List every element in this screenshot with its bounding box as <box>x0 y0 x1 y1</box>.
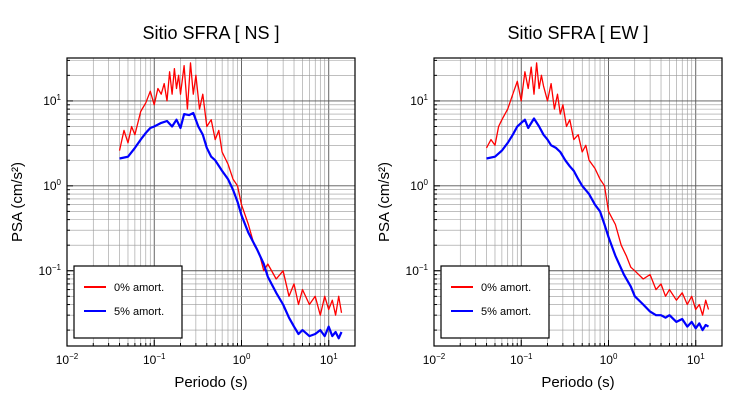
legend-label-0pct: 0% amort. <box>481 282 531 294</box>
x-tick-label: 10−1 <box>143 352 166 367</box>
chart-panel-ew: Sitio SFRA [ EW ] 10−2 10−1 100 101 10−1 100… <box>376 23 723 391</box>
grid <box>66 58 356 346</box>
y-axis-label: PSA (cm/s²) <box>9 162 26 242</box>
x-tick-label: 10−2 <box>423 352 446 367</box>
x-tick-labels: 10−2 10−1 100 101 <box>56 352 338 367</box>
y-axis-label: PSA (cm/s²) <box>376 162 393 242</box>
x-tick-label: 10−2 <box>56 352 79 367</box>
x-axis-label: Periodo (s) <box>174 374 247 391</box>
legend-box <box>440 265 550 339</box>
series-line-5pct <box>119 111 343 340</box>
legend-label-5pct: 5% amort. <box>114 306 164 318</box>
x-tick-label: 100 <box>233 352 251 367</box>
legend: 0% amort. 5% amort. <box>440 265 550 339</box>
legend-label-0pct: 0% amort. <box>114 282 164 294</box>
legend-label-5pct: 5% amort. <box>481 306 531 318</box>
x-tick-label: 10−1 <box>510 352 533 367</box>
y-tick-label: 101 <box>410 93 428 108</box>
plot-frame <box>66 57 356 347</box>
x-tick-label: 100 <box>600 352 618 367</box>
x-axis-label: Periodo (s) <box>541 374 614 391</box>
series-lines <box>118 62 343 340</box>
series-lines <box>485 62 710 332</box>
y-tick-labels: 10−1 100 101 <box>39 93 62 278</box>
series-line-0pct <box>485 62 710 316</box>
y-tick-label: 10−1 <box>406 263 429 278</box>
x-tick-label: 101 <box>687 352 705 367</box>
plot-frame <box>433 57 723 347</box>
x-tick-labels: 10−2 10−1 100 101 <box>423 352 705 367</box>
legend-box <box>73 265 183 339</box>
legend: 0% amort. 5% amort. <box>73 265 183 339</box>
y-tick-labels: 10−1 100 101 <box>406 93 429 278</box>
y-tick-label: 100 <box>410 178 428 193</box>
axis-ticks <box>66 59 356 346</box>
y-tick-label: 10−1 <box>39 263 62 278</box>
y-tick-label: 101 <box>43 93 61 108</box>
chart-title: Sitio SFRA [ EW ] <box>507 23 648 43</box>
series-line-5pct <box>486 117 710 332</box>
series-line-0pct <box>118 62 343 316</box>
axis-ticks <box>433 59 723 346</box>
chart-panel-ns: Sitio SFRA [ NS ] 10−2 10−1 100 101 10−1 100… <box>9 23 356 391</box>
chart-title: Sitio SFRA [ NS ] <box>142 23 279 43</box>
x-tick-label: 101 <box>320 352 338 367</box>
y-tick-label: 100 <box>43 178 61 193</box>
